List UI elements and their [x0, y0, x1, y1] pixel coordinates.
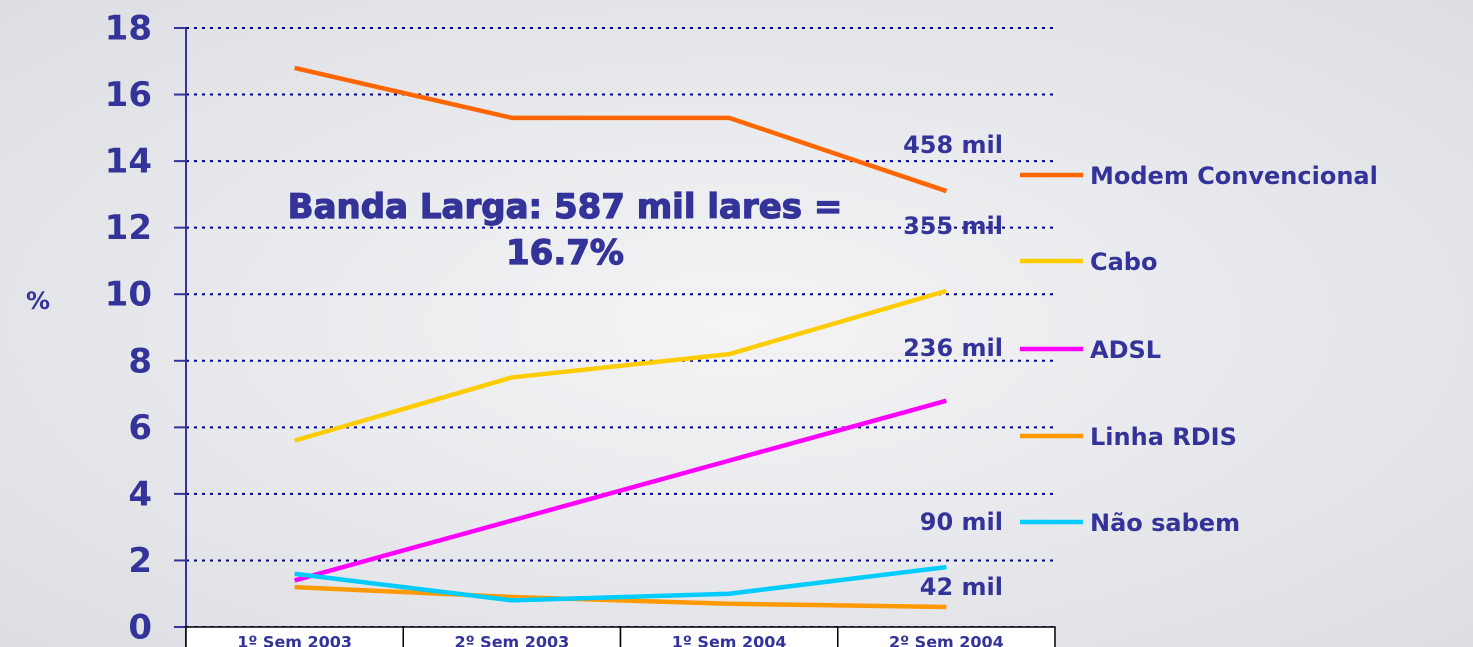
- legend-label: Não sabem: [1090, 509, 1240, 537]
- end-label: 42 mil: [920, 573, 1003, 601]
- y-tick-label: 10: [105, 275, 152, 315]
- y-tick-label: 16: [105, 75, 152, 115]
- x-tick-label: 1º Sem 2004: [672, 633, 787, 647]
- end-label: 458 mil: [903, 131, 1003, 159]
- background: [0, 0, 1473, 647]
- legend-label: Cabo: [1090, 248, 1157, 276]
- y-tick-label: 0: [128, 608, 152, 647]
- y-tick-label: 14: [105, 142, 152, 182]
- legend-label: Modem Convencional: [1090, 162, 1378, 190]
- legend-label: Linha RDIS: [1090, 423, 1237, 451]
- y-tick-label: 4: [128, 474, 152, 514]
- end-label: 90 mil: [920, 508, 1003, 536]
- chart: % 0 2 4 6 8 10 12 14 16 18 1º Sem 2003 2º Sem 2003 1…: [0, 0, 1473, 647]
- y-axis-label: %: [26, 287, 50, 315]
- legend-label: ADSL: [1090, 336, 1161, 364]
- y-tick-label: 6: [128, 408, 152, 448]
- x-tick-label: 2º Sem 2003: [454, 633, 569, 647]
- x-tick-label: 1º Sem 2003: [237, 633, 352, 647]
- y-tick-label: 8: [128, 341, 152, 381]
- y-tick-label: 2: [128, 541, 152, 581]
- end-label: 236 mil: [903, 334, 1003, 362]
- annotation-line: Banda Larga: 587 mil lares =: [288, 187, 843, 227]
- y-tick-label: 12: [105, 208, 152, 248]
- end-label: 355 mil: [903, 212, 1003, 240]
- x-tick-label: 2º Sem 2004: [889, 633, 1004, 647]
- annotation-line: 16.7%: [506, 233, 624, 273]
- y-tick-label: 18: [105, 9, 152, 49]
